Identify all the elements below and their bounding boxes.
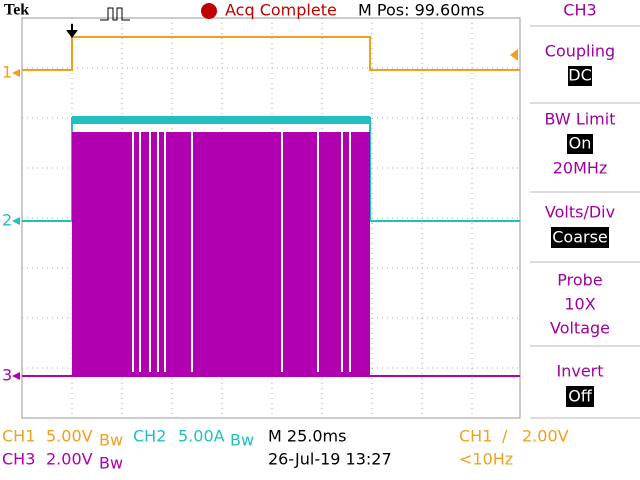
- ch3-marker: 3: [2, 366, 12, 385]
- menu-value[interactable]: On: [569, 134, 592, 153]
- horizontal-position: M Pos: 99.60ms: [358, 1, 484, 20]
- menu-value[interactable]: Coarse: [552, 228, 608, 247]
- ch1-scale: 5.00V: [46, 427, 93, 446]
- status-dot: [201, 3, 217, 19]
- brand: Tek: [4, 2, 29, 19]
- menu-value-box: [551, 227, 609, 248]
- trigger-source: CH1: [459, 427, 492, 446]
- ch1-marker-arrow: [12, 69, 20, 77]
- menu-label[interactable]: BW Limit: [545, 110, 616, 129]
- trigger-slope: ∕: [502, 427, 508, 446]
- ch3-gaps: [132, 126, 351, 372]
- menu-line: 10X: [564, 295, 595, 314]
- date-time: 26-Jul-19 13:27: [268, 450, 392, 469]
- ch1-marker: 1: [2, 63, 12, 82]
- menu-label[interactable]: Invert: [556, 362, 603, 381]
- menu-value[interactable]: DC: [568, 66, 592, 85]
- trigger-level-marker: [510, 49, 518, 61]
- ch3-name: CH3: [2, 450, 35, 469]
- ch3-scale: 2.00V: [46, 450, 93, 469]
- menu-line: Voltage: [550, 319, 610, 338]
- menu-value-box: [568, 66, 592, 86]
- ch1-name: CH1: [2, 427, 35, 446]
- ch2-bw: Bw: [230, 431, 254, 450]
- menu-value[interactable]: Off: [568, 387, 593, 406]
- ch2-marker: 2: [2, 211, 12, 230]
- menu-label[interactable]: Probe: [557, 271, 602, 290]
- menu-label[interactable]: Coupling: [545, 42, 615, 61]
- menu-label[interactable]: Volts/Div: [545, 203, 615, 222]
- menu-extra: 20MHz: [553, 159, 608, 178]
- ch1-bw: Bw: [99, 431, 123, 450]
- acq-icon: [100, 7, 130, 21]
- acq-status: Acq Complete: [225, 1, 337, 20]
- trigger-position-marker: [66, 30, 78, 38]
- timebase: M 25.0ms: [268, 427, 346, 446]
- side-menu: Coupling DC BW Limit On 20MHz Volts/Div …: [530, 25, 640, 419]
- ch2-noise: [72, 116, 370, 124]
- ch3-bw: Bw: [99, 454, 123, 473]
- menu-value-box: [566, 386, 594, 407]
- status-bar: CH1 5.00V Bw CH2 5.00A Bw CH3 2.00V Bw M…: [2, 427, 569, 473]
- ch3-marker-arrow: [12, 372, 20, 380]
- ch1-trace: [22, 36, 520, 71]
- trigger-frequency: <10Hz: [459, 450, 513, 469]
- ch3-burst: [72, 132, 370, 377]
- ch2-marker-arrow: [12, 217, 20, 225]
- ch2-name: CH2: [133, 427, 166, 446]
- menu-value-box: [567, 134, 593, 154]
- graticule-border: [21, 17, 521, 419]
- trigger-level: 2.00V: [522, 427, 569, 446]
- ch2-scale: 5.00A: [178, 427, 225, 446]
- menu-channel: CH3: [563, 1, 596, 20]
